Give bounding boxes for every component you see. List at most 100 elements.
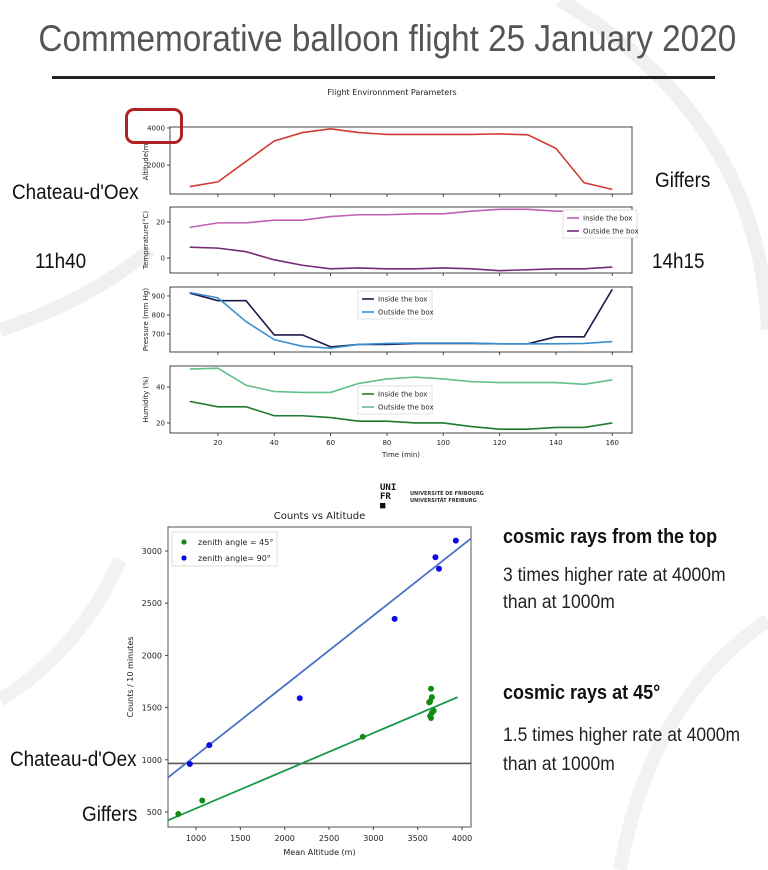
series-line-0 — [189, 400, 613, 431]
data-point-1 — [432, 554, 439, 561]
data-point-1 — [452, 537, 459, 544]
y-tick-label: 3000 — [142, 547, 162, 556]
series-line-0 — [189, 128, 613, 191]
y-axis-label: Humidity (%) — [142, 376, 150, 422]
legend-box — [357, 290, 433, 320]
note-45-heading: cosmic rays at 45° — [503, 682, 661, 704]
series-line-1 — [189, 291, 613, 350]
series-line-1 — [189, 246, 613, 272]
legend-label: Outside the box — [378, 309, 434, 317]
y-tick-label: 20 — [156, 218, 165, 226]
y-tick-label: 2000 — [142, 651, 162, 660]
data-point-0 — [430, 707, 437, 714]
fit-line-0 — [168, 696, 458, 822]
data-point-0 — [199, 797, 206, 804]
start-place-level-label: Chateau-d'Oex — [10, 748, 137, 771]
end-time-label: 14h15 — [652, 250, 705, 273]
scatter-title: Counts vs Altitude — [274, 511, 365, 522]
note-45-line2: than at 1000m — [503, 754, 615, 775]
start-place-label: Chateau-d'Oex — [12, 181, 139, 204]
legend-label: zenith angle= 90° — [198, 554, 271, 563]
y-axis-label: Temperature(°C) — [142, 211, 150, 270]
x-axis-label: Mean Altitude (m) — [283, 848, 355, 857]
fit-line-1 — [168, 537, 471, 779]
university-logo: UNI FR ■ UNIVERSITÉ DE FRIBOURG UNIVERSITÄT… — [380, 483, 484, 511]
legend-box — [562, 209, 638, 239]
legend-label: zenith angle = 45° — [198, 538, 273, 547]
legend-label: Outside the box — [378, 404, 434, 412]
data-point-0 — [428, 694, 435, 701]
note-45-line1: 1.5 times higher rate at 4000m — [503, 725, 741, 746]
data-point-0 — [359, 733, 366, 740]
scatter-chart: Counts vs Altitude 1000 1500 2000 2500 3000 35… — [126, 511, 472, 857]
legend-label: Inside the box — [378, 296, 427, 304]
x-tick-label: 120 — [493, 439, 506, 447]
panel-3: 20 40 20 40 60 80 100 120 140 160 Humidity (%) Time… — [142, 365, 633, 459]
y-tick-label: 900 — [152, 292, 165, 300]
panel-1: 0 20 Temperature(°C) Inside the box Outside … — [142, 206, 639, 276]
legend-label: Outside the box — [583, 228, 639, 236]
y-tick-label: 500 — [147, 808, 162, 817]
x-tick-label: 160 — [606, 439, 619, 447]
y-axis-label: Altitude(m) — [142, 140, 150, 180]
x-tick-label: 80 — [382, 439, 391, 447]
data-point-1 — [206, 742, 213, 749]
y-axis-label: Counts / 10 minutes — [126, 637, 135, 718]
x-tick-label: 100 — [437, 439, 450, 447]
x-axis-label: Time (min) — [381, 451, 420, 459]
data-point-0 — [175, 811, 182, 818]
y-tick-label: 1000 — [142, 756, 162, 765]
panel-0: 2000 4000 Altitude(m) — [142, 124, 633, 197]
y-tick-label: 20 — [156, 419, 165, 427]
data-point-0 — [428, 715, 435, 722]
data-point-1 — [391, 615, 398, 622]
legend-box — [171, 531, 278, 567]
plot-frame — [169, 286, 633, 353]
x-tick-label: 3500 — [408, 834, 428, 843]
title-divider — [52, 76, 715, 79]
note-top-heading: cosmic rays from the top — [503, 526, 718, 548]
series-line-1 — [189, 367, 613, 394]
legend-marker — [181, 539, 187, 545]
x-tick-label: 40 — [270, 439, 279, 447]
y-tick-label: 1500 — [142, 704, 162, 713]
x-tick-label: 20 — [213, 439, 222, 447]
highlight-box — [125, 108, 183, 144]
end-place-label: Giffers — [655, 169, 711, 192]
series-line-0 — [189, 208, 613, 229]
x-tick-label: 4000 — [452, 834, 472, 843]
y-tick-label: 2000 — [147, 162, 165, 170]
note-top-line1: 3 times higher rate at 4000m — [503, 565, 726, 586]
slide-title: Commemorative balloon flight 25 January … — [38, 18, 737, 59]
y-axis-label: Pressure (mm Hg) — [142, 288, 150, 351]
data-point-0 — [428, 685, 435, 692]
data-point-1 — [435, 565, 442, 572]
x-tick-label: 3000 — [363, 834, 383, 843]
x-tick-label: 1000 — [186, 834, 206, 843]
end-place-level-label: Giffers — [82, 803, 138, 826]
legend-label: Inside the box — [378, 391, 427, 399]
y-tick-label: 0 — [161, 255, 165, 263]
legend-marker — [181, 555, 187, 561]
note-top-line2: than at 1000m — [503, 592, 615, 613]
data-point-1 — [296, 695, 303, 702]
y-tick-label: 4000 — [147, 124, 165, 132]
data-point-1 — [186, 760, 193, 767]
x-tick-label: 140 — [549, 439, 562, 447]
y-tick-label: 800 — [152, 311, 165, 319]
x-tick-label: 60 — [326, 439, 335, 447]
plot-frame — [169, 126, 633, 195]
y-tick-label: 2500 — [142, 599, 162, 608]
legend-box — [357, 385, 433, 415]
x-tick-label: 1500 — [230, 834, 250, 843]
y-tick-label: 40 — [156, 384, 165, 392]
legend-label: Inside the box — [583, 215, 632, 223]
start-time-label: 11h40 — [35, 250, 87, 273]
figure-title: Flight Environnment Parameters — [327, 88, 456, 97]
plot-frame — [167, 526, 472, 828]
x-tick-label: 2000 — [275, 834, 295, 843]
